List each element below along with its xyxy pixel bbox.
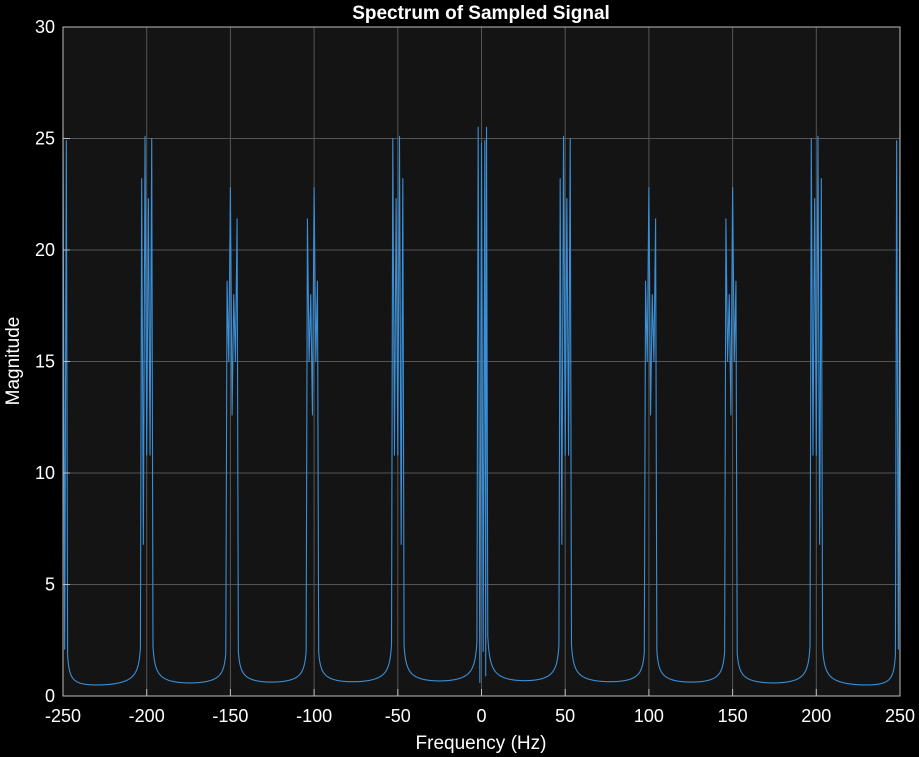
chart-title: Spectrum of Sampled Signal <box>352 3 610 24</box>
x-tick-label: 250 <box>885 706 915 726</box>
y-tick-label: 10 <box>35 463 55 483</box>
y-tick-label: 5 <box>45 575 55 595</box>
y-tick-label: 25 <box>35 129 55 149</box>
ticks: -250 -200 -150 -100 -50 0 50 100 150 200 250 0 5 10 15… <box>35 17 915 726</box>
x-tick-label: 100 <box>634 706 664 726</box>
x-tick-label: 0 <box>476 706 486 726</box>
y-tick-label: 30 <box>35 17 55 37</box>
series-line <box>62 126 901 686</box>
x-axis-label: Frequency (Hz) <box>416 733 547 754</box>
x-tick-label: 150 <box>718 706 748 726</box>
x-tick-label: -250 <box>45 706 81 726</box>
x-tick-label: 200 <box>801 706 831 726</box>
y-tick-label: 0 <box>45 686 55 706</box>
y-tick-label: 15 <box>35 352 55 372</box>
series-group <box>62 126 901 686</box>
grid-lines <box>63 27 900 696</box>
x-tick-label: -200 <box>129 706 165 726</box>
x-tick-label: -50 <box>385 706 411 726</box>
y-tick-label: 20 <box>35 240 55 260</box>
x-tick-label: 50 <box>555 706 575 726</box>
x-tick-label: -150 <box>212 706 248 726</box>
y-axis-label: Magnitude <box>3 317 24 406</box>
x-tick-label: -100 <box>296 706 332 726</box>
